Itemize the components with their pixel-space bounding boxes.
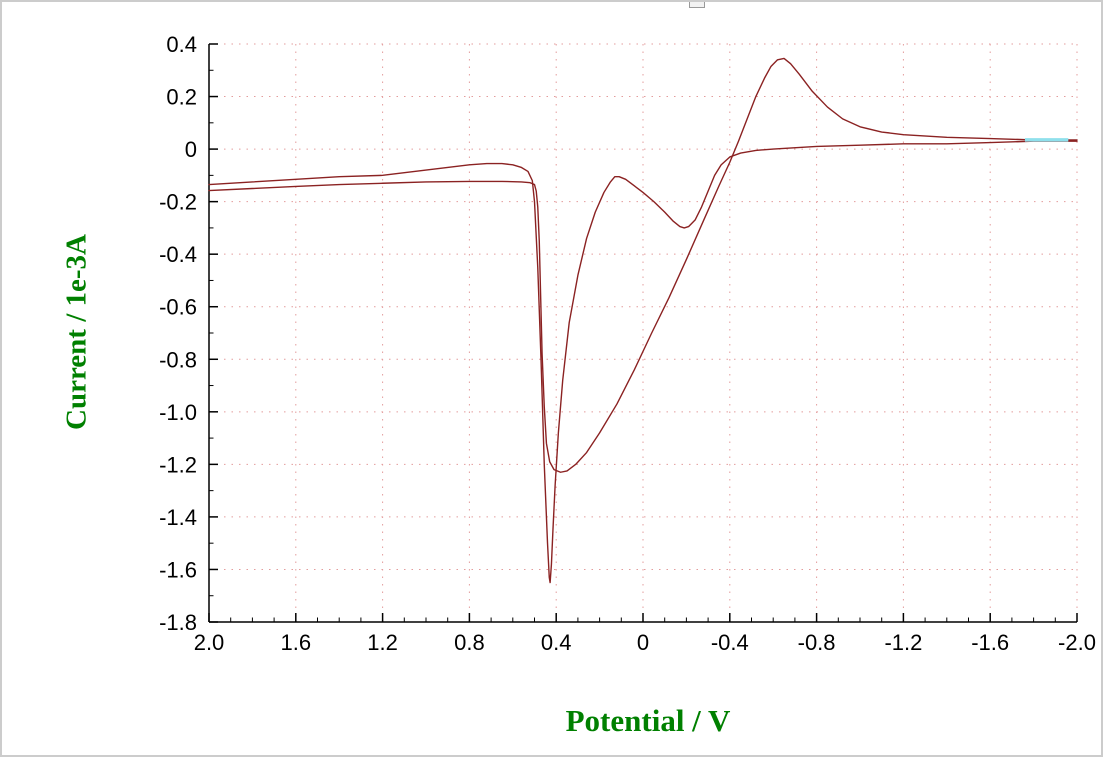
x-tick-label: 1.2 <box>367 630 398 655</box>
x-tick-label: 1.6 <box>281 630 312 655</box>
y-tick-label: 0 <box>185 137 197 162</box>
x-tick-label: -1.2 <box>884 630 922 655</box>
x-axis-title: Potential / V <box>565 703 731 738</box>
x-tick-label: 2.0 <box>194 630 225 655</box>
y-tick-label: -0.2 <box>159 190 197 215</box>
y-tick-label: -1.4 <box>159 505 197 530</box>
y-axis-title: Current / 1e-3A <box>60 234 93 430</box>
x-tick-label: 0.4 <box>541 630 572 655</box>
y-tick-label: 0.4 <box>166 32 197 57</box>
y-tick-label: 0.2 <box>166 85 197 110</box>
y-tick-label: -1.8 <box>159 610 197 635</box>
cv-curve-forward-scan <box>208 140 1078 584</box>
y-tick-label: -0.8 <box>159 347 197 372</box>
x-tick-label: -2.0 <box>1058 630 1096 655</box>
window-notch <box>689 2 705 8</box>
x-tick-label: -0.4 <box>711 630 749 655</box>
x-tick-label: -0.8 <box>798 630 836 655</box>
y-tick-label: -0.4 <box>159 242 197 267</box>
y-tick-label: -1.6 <box>159 557 197 582</box>
cv-curve-reverse-scan <box>208 57 1078 473</box>
x-tick-label: -1.6 <box>971 630 1009 655</box>
y-tick-label: -1.2 <box>159 452 197 477</box>
x-tick-label: 0.8 <box>454 630 485 655</box>
x-tick-label: 0 <box>637 630 649 655</box>
y-tick-label: -0.6 <box>159 295 197 320</box>
y-tick-label: -1.0 <box>159 400 197 425</box>
